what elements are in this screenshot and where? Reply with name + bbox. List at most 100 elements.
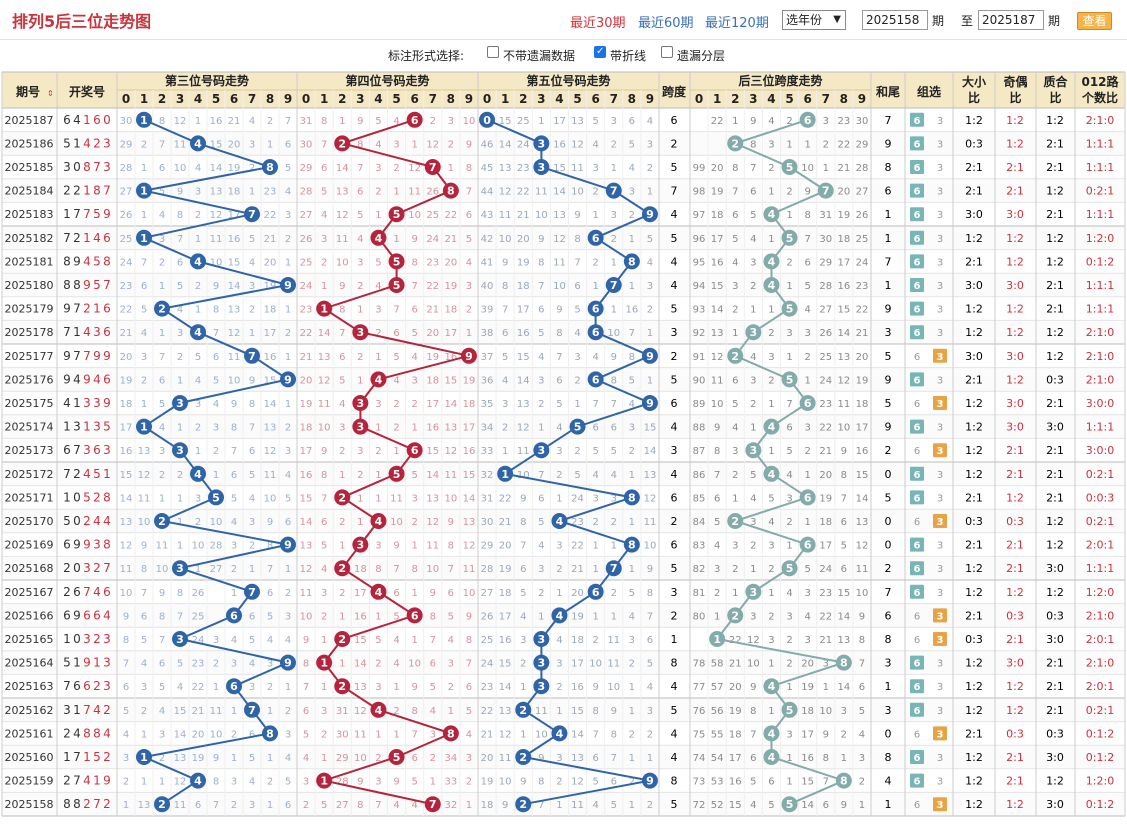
group-other: 3 <box>937 281 943 292</box>
omission-value: 13 <box>120 517 133 528</box>
omission-value: 18 <box>354 564 367 575</box>
draw-digit: 0 <box>73 490 81 504</box>
omission-value: 19 <box>571 611 584 622</box>
digit-header: 0 <box>122 92 130 106</box>
ball-number: 2 <box>338 680 346 693</box>
omission-value: 11 <box>517 446 530 457</box>
draw-digit: 3 <box>83 443 91 457</box>
sum-tail-value: 9 <box>885 373 892 386</box>
draw-digit: 4 <box>103 726 111 740</box>
omission-value: 3 <box>647 281 653 292</box>
period-from-input[interactable]: 2025158 <box>862 10 928 30</box>
omission-value: 18 <box>228 187 241 198</box>
omission-value: 5 <box>538 517 544 528</box>
omission-value: 4 <box>249 257 255 268</box>
omission-value: 18 <box>426 375 439 386</box>
omission-value: 32 <box>444 800 457 811</box>
omission-value: 1 <box>411 635 417 646</box>
omission-value: 3 <box>592 493 598 504</box>
draw-digit: 6 <box>103 325 111 339</box>
recent-30-link[interactable]: 最近30期 <box>570 16 626 31</box>
omission-value: 8 <box>411 706 417 717</box>
omission-value: 11 <box>444 470 457 481</box>
group-badge-text: 3 <box>937 517 944 528</box>
omission-value: 1 <box>592 611 598 622</box>
draw-digit: 5 <box>93 750 101 764</box>
omission-value: 3 <box>611 493 617 504</box>
omission-value: 15 <box>711 281 724 292</box>
omission-value: 22 <box>499 493 512 504</box>
omission-value: 17 <box>426 399 439 410</box>
omission-value: 1 <box>159 493 165 504</box>
issue-number: 2025170 <box>5 515 54 528</box>
omission-value: 3 <box>823 116 829 127</box>
omission-value: 5 <box>520 588 526 599</box>
oddeven-value: 3:0 <box>1006 208 1024 221</box>
ball-number: 4 <box>768 468 776 481</box>
omission-value: 14 <box>426 470 439 481</box>
ball-number: 6 <box>804 491 812 504</box>
omission-value: 18 <box>120 399 133 410</box>
omission-value: 3 <box>768 139 774 150</box>
ball-number: 4 <box>768 751 776 764</box>
period-to-input[interactable]: 2025187 <box>978 10 1044 30</box>
omission-value: 4 <box>375 139 381 150</box>
primecomp-value: 0:3 <box>1046 609 1064 622</box>
draw-digit: 2 <box>103 797 111 811</box>
omission-value: 5 <box>859 706 865 717</box>
draw-digit: 1 <box>63 490 71 504</box>
year-select[interactable]: 选年份 ▼ <box>782 10 846 30</box>
no-omission-checkbox[interactable] <box>487 46 499 58</box>
omission-value: 4 <box>430 706 436 717</box>
omission-value: 4 <box>647 116 653 127</box>
primecomp-value: 2:1 <box>1046 657 1064 670</box>
omission-value: 9 <box>592 682 598 693</box>
omission-value: 9 <box>303 635 309 646</box>
draw-digit: 1 <box>93 302 101 316</box>
omission-value: 3 <box>841 706 847 717</box>
number-ball <box>424 796 441 813</box>
omission-value: 23 <box>481 682 494 693</box>
draw-digit: 6 <box>63 538 71 552</box>
omission-value: 8 <box>159 116 165 127</box>
ball-number: 6 <box>411 444 419 457</box>
omission-value: 7 <box>823 777 829 788</box>
number-ball <box>334 678 351 695</box>
omission-value: 26 <box>426 187 439 198</box>
ball-number: 8 <box>628 255 636 268</box>
omission-value: 15 <box>517 352 530 363</box>
omission-value: 14 <box>571 729 584 740</box>
omission-value: 4 <box>249 777 255 788</box>
number-ball <box>136 111 152 128</box>
omission-value: 8 <box>267 541 273 552</box>
omission-value: 19 <box>837 210 850 221</box>
ball-number: 2 <box>338 491 346 504</box>
omission-value: 10 <box>819 706 832 717</box>
omission-value: 5 <box>375 116 381 127</box>
ball-number: 3 <box>176 562 184 575</box>
omission-value: 5 <box>159 187 165 198</box>
bigsmall-value: 0:3 <box>965 137 983 150</box>
omission-value: 4 <box>339 399 345 410</box>
recent-60-link[interactable]: 最近60期 <box>638 16 694 31</box>
number-ball <box>587 229 604 246</box>
recent-120-link[interactable]: 最近120期 <box>705 16 769 31</box>
omission-layer-checkbox[interactable] <box>661 46 673 58</box>
omission-value: 6 <box>466 682 472 693</box>
omission-value: 4 <box>213 399 219 410</box>
road-value: 2:1:0 <box>1086 350 1114 363</box>
draw-digit: 7 <box>103 278 111 292</box>
show-lines-checkbox[interactable] <box>594 46 606 58</box>
omission-value: 6 <box>750 753 756 764</box>
omission-value: 10 <box>801 163 814 174</box>
bigsmall-value: 1:2 <box>965 775 983 788</box>
omission-value: 1 <box>177 517 183 528</box>
omission-value: 3 <box>804 588 810 599</box>
oddeven-value: 2:1 <box>1006 633 1024 646</box>
omission-value: 1 <box>267 800 273 811</box>
omission-value: 1 <box>411 588 417 599</box>
omission-value: 12 <box>644 493 657 504</box>
query-button[interactable]: 查看 <box>1077 12 1112 30</box>
omission-value: 1 <box>556 706 562 717</box>
omission-value: 17 <box>711 234 724 245</box>
